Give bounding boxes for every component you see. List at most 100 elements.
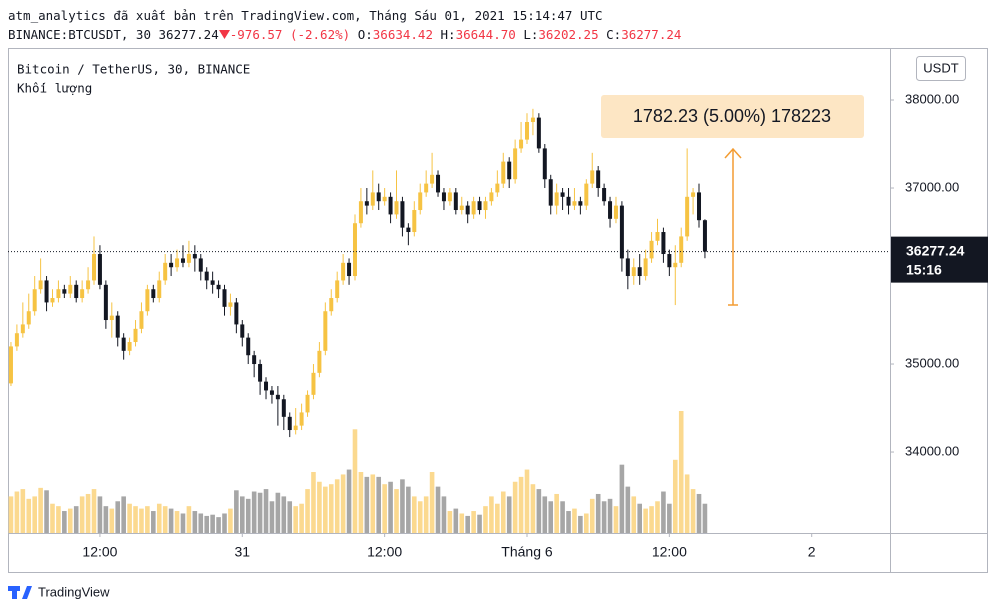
candle-body — [430, 174, 435, 184]
candle-body — [192, 254, 197, 259]
volume-bar — [370, 474, 376, 533]
candle-body — [293, 425, 298, 431]
volume-bar — [506, 496, 512, 533]
candle-body — [127, 342, 132, 351]
candle-body — [578, 201, 583, 206]
candle-body — [643, 258, 648, 277]
candle-body — [145, 289, 150, 312]
candle-body — [495, 183, 500, 193]
volume-bar — [257, 492, 263, 533]
candle-body — [264, 381, 269, 391]
volume-bar — [678, 411, 684, 533]
candle-body — [661, 232, 666, 255]
candle-body — [602, 188, 607, 202]
currency-box[interactable] — [916, 56, 966, 81]
volume-bar — [661, 491, 666, 533]
candle-body — [80, 289, 85, 299]
volume-bar — [364, 476, 370, 533]
candle-body — [619, 205, 624, 259]
candle-body — [507, 161, 512, 180]
candle-body — [572, 201, 577, 206]
candle-body — [14, 333, 19, 347]
last-price: 36277.24 — [158, 27, 219, 42]
volume-bar — [667, 503, 672, 533]
candle-body — [548, 179, 553, 206]
candle-body — [287, 416, 292, 431]
candle-body — [163, 262, 168, 281]
volume-bar — [477, 514, 482, 533]
candle-body — [175, 258, 180, 268]
volume-bar — [453, 508, 459, 533]
volume-bar — [151, 511, 156, 533]
plot — [8, 108, 708, 533]
volume-bar — [328, 484, 334, 533]
candle-body — [530, 117, 535, 123]
volume-bar — [447, 511, 453, 533]
candle-body — [560, 192, 565, 197]
volume-bar — [293, 506, 298, 533]
candle-body — [198, 258, 203, 272]
publisher-line: atm_analytics đã xuất bản trên TradingVi… — [8, 8, 603, 23]
volume-bar — [435, 486, 441, 533]
candle-body — [329, 298, 334, 312]
volume-bar — [198, 513, 204, 533]
measure-box — [601, 95, 864, 138]
candle-body — [281, 399, 286, 417]
candle-body — [299, 412, 304, 426]
candle-body — [412, 210, 417, 233]
candle-body — [513, 148, 518, 180]
candle-body — [501, 161, 506, 184]
candle-body — [608, 201, 613, 219]
candle-body — [92, 254, 97, 281]
candle-body — [358, 201, 363, 224]
ohlc-h-label: H: — [440, 27, 456, 42]
x-tick-label: 12:00 — [652, 544, 687, 560]
candle-body — [240, 324, 245, 338]
volume-bar — [85, 493, 91, 533]
currency[interactable]: USDT — [923, 60, 958, 75]
volume-bar — [376, 476, 382, 533]
volume-bar — [619, 464, 625, 533]
candle-body — [584, 183, 589, 206]
candle-body — [269, 390, 274, 395]
candle-body — [204, 271, 209, 281]
chart-frame — [8, 48, 988, 573]
y-tick-label: 38000.00 — [905, 91, 959, 106]
candle-body — [388, 196, 393, 215]
volume-bar — [222, 513, 227, 533]
volume-bar — [595, 493, 601, 533]
volume-bar — [91, 489, 97, 533]
candle-body — [637, 267, 642, 277]
candle-body — [210, 280, 215, 285]
candle-body — [252, 355, 257, 365]
volume-bar — [346, 469, 352, 533]
candle-body — [376, 192, 381, 202]
volume-bar — [234, 490, 239, 533]
candle-body — [335, 280, 340, 299]
volume-bar — [121, 496, 126, 533]
volume-bar — [32, 496, 37, 533]
volume-bar — [512, 481, 518, 533]
candle-body — [347, 262, 352, 277]
volume-bar — [412, 496, 417, 533]
volume-bar — [483, 506, 488, 533]
volume-bar — [115, 501, 121, 533]
candle-body — [246, 337, 251, 356]
candle-body — [519, 139, 524, 149]
candle-body — [352, 223, 357, 277]
candle-body — [542, 148, 547, 180]
volume-bar — [566, 511, 571, 533]
volume-bar — [323, 486, 328, 533]
volume-bar — [518, 476, 524, 533]
candle-body — [536, 117, 541, 149]
candle-body — [157, 280, 162, 299]
volume-bar — [263, 489, 269, 533]
candle-body — [86, 280, 91, 290]
candle-body — [62, 289, 67, 294]
candle-body — [115, 315, 120, 338]
candle-body — [590, 170, 595, 184]
volume-bar — [489, 496, 494, 533]
volume-bar — [305, 489, 310, 533]
volume-bar — [388, 481, 393, 533]
